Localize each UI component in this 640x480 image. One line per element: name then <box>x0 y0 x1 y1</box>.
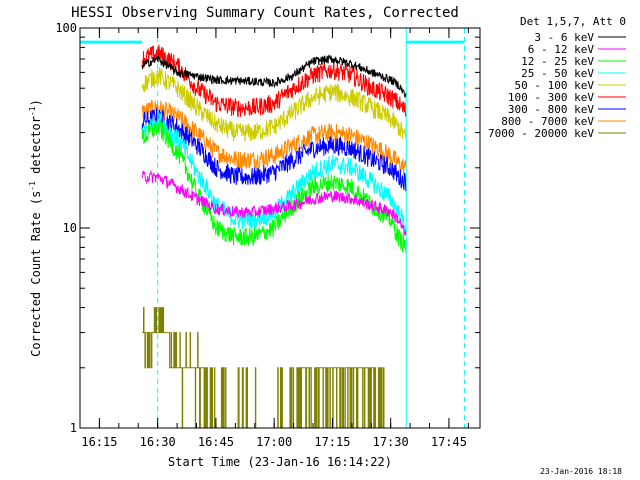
legend-label-4: 50 - 100 keV <box>515 79 595 92</box>
legend-header: Det 1,5,7, Att 0 <box>520 15 626 28</box>
x-tick-label: 17:00 <box>256 435 292 449</box>
y-axis-label-part2: detector <box>29 116 43 181</box>
y-tick-label: 1 <box>70 421 77 435</box>
x-tick-label: 16:30 <box>140 435 176 449</box>
legend-label-2: 12 - 25 keV <box>521 55 594 68</box>
x-tick-label: 16:15 <box>81 435 117 449</box>
y-axis-label-sup2: -1 <box>28 106 37 116</box>
legend-label-8: 7000 - 20000 keV <box>488 127 594 140</box>
legend-label-7: 800 - 7000 keV <box>501 115 594 128</box>
legend-label-5: 100 - 300 keV <box>508 91 594 104</box>
legend-label-0: 3 - 6 keV <box>534 31 594 44</box>
series-line-5 <box>141 44 407 118</box>
x-axis-label: Start Time (23-Jan-16 16:14:22) <box>168 455 392 469</box>
series-line-6 <box>141 108 407 192</box>
x-tick-label: 17:45 <box>431 435 467 449</box>
y-axis-label: Corrected Count Rate (s-1 detector-1) <box>28 99 43 357</box>
x-axis: 16:15 16:30 16:45 17:00 17:15 17:30 17:45 <box>79 28 469 449</box>
y-axis-label-part1: Corrected Count Rate (s <box>29 191 43 357</box>
y-axis-label-sup1: -1 <box>28 181 37 191</box>
series-line-7 <box>141 99 407 175</box>
series-line-3 <box>141 110 407 234</box>
x-tick-label: 16:45 <box>198 435 234 449</box>
y-axis: 1 10 100 <box>55 21 480 435</box>
series-line-4 <box>141 67 407 142</box>
x-tick-label: 17:15 <box>314 435 350 449</box>
series-line-1 <box>141 169 407 236</box>
legend-label-6: 300 - 800 keV <box>508 103 594 116</box>
legend-label-1: 6 - 12 keV <box>528 43 595 56</box>
series-line-0 <box>141 54 407 99</box>
footer-date-stamp: 23-Jan-2016 18:18 <box>540 467 622 476</box>
x-tick-label: 17:30 <box>373 435 409 449</box>
plot-area <box>79 28 465 429</box>
legend-label-3: 25 - 50 keV <box>521 67 594 80</box>
y-tick-label: 100 <box>55 21 77 35</box>
chart-title: HESSI Observing Summary Count Rates, Cor… <box>71 5 459 21</box>
y-axis-label-part3: ) <box>29 99 43 106</box>
y-tick-label: 10 <box>63 221 77 235</box>
